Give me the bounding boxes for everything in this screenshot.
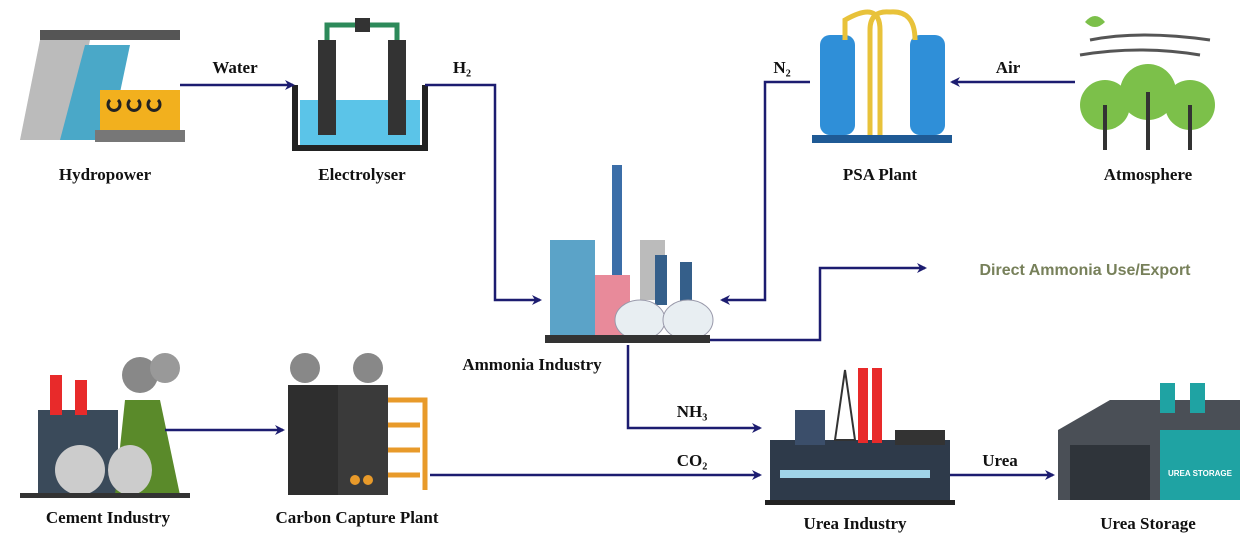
electrolyser-icon xyxy=(295,18,425,148)
urea-storage-icon: UREA STORAGE xyxy=(1058,383,1240,500)
edge-label: NH₃ xyxy=(677,402,708,421)
psa-plant-icon xyxy=(812,12,952,143)
edge-label: Water xyxy=(212,58,258,77)
cement-industry-icon xyxy=(20,353,190,498)
edge-label: Urea xyxy=(982,451,1018,470)
node-label: Electrolyser xyxy=(318,165,406,184)
edge-label: Air xyxy=(996,58,1021,77)
node-label: Carbon Capture Plant xyxy=(275,508,438,527)
carbon-capture-icon xyxy=(288,353,425,495)
atmosphere-icon xyxy=(1080,16,1215,150)
node-label: Atmosphere xyxy=(1104,165,1193,184)
flow-arrow xyxy=(710,268,925,340)
sign-text: UREA STORAGE xyxy=(1168,469,1233,478)
hydropower-icon xyxy=(20,30,185,142)
node-label: Urea Storage xyxy=(1100,514,1196,533)
urea-industry-icon xyxy=(765,368,955,505)
edge-label: CO₂ xyxy=(677,451,708,470)
flow-arrow xyxy=(425,85,540,300)
node-label: PSA Plant xyxy=(843,165,917,184)
node-label: Urea Industry xyxy=(803,514,907,533)
flow-arrow xyxy=(722,82,810,300)
node-label: Direct Ammonia Use/Export xyxy=(979,262,1191,279)
node-label: Ammonia Industry xyxy=(462,355,602,374)
node-label: Hydropower xyxy=(59,165,152,184)
edge-label: H₂ xyxy=(453,58,471,77)
node-label: Cement Industry xyxy=(46,508,171,527)
diagram: UREA STORAGE Water H₂ N₂ Air NH₃ CO₂ Ure… xyxy=(0,0,1245,535)
edge-label: N₂ xyxy=(773,58,790,77)
ammonia-industry-icon xyxy=(545,165,713,343)
